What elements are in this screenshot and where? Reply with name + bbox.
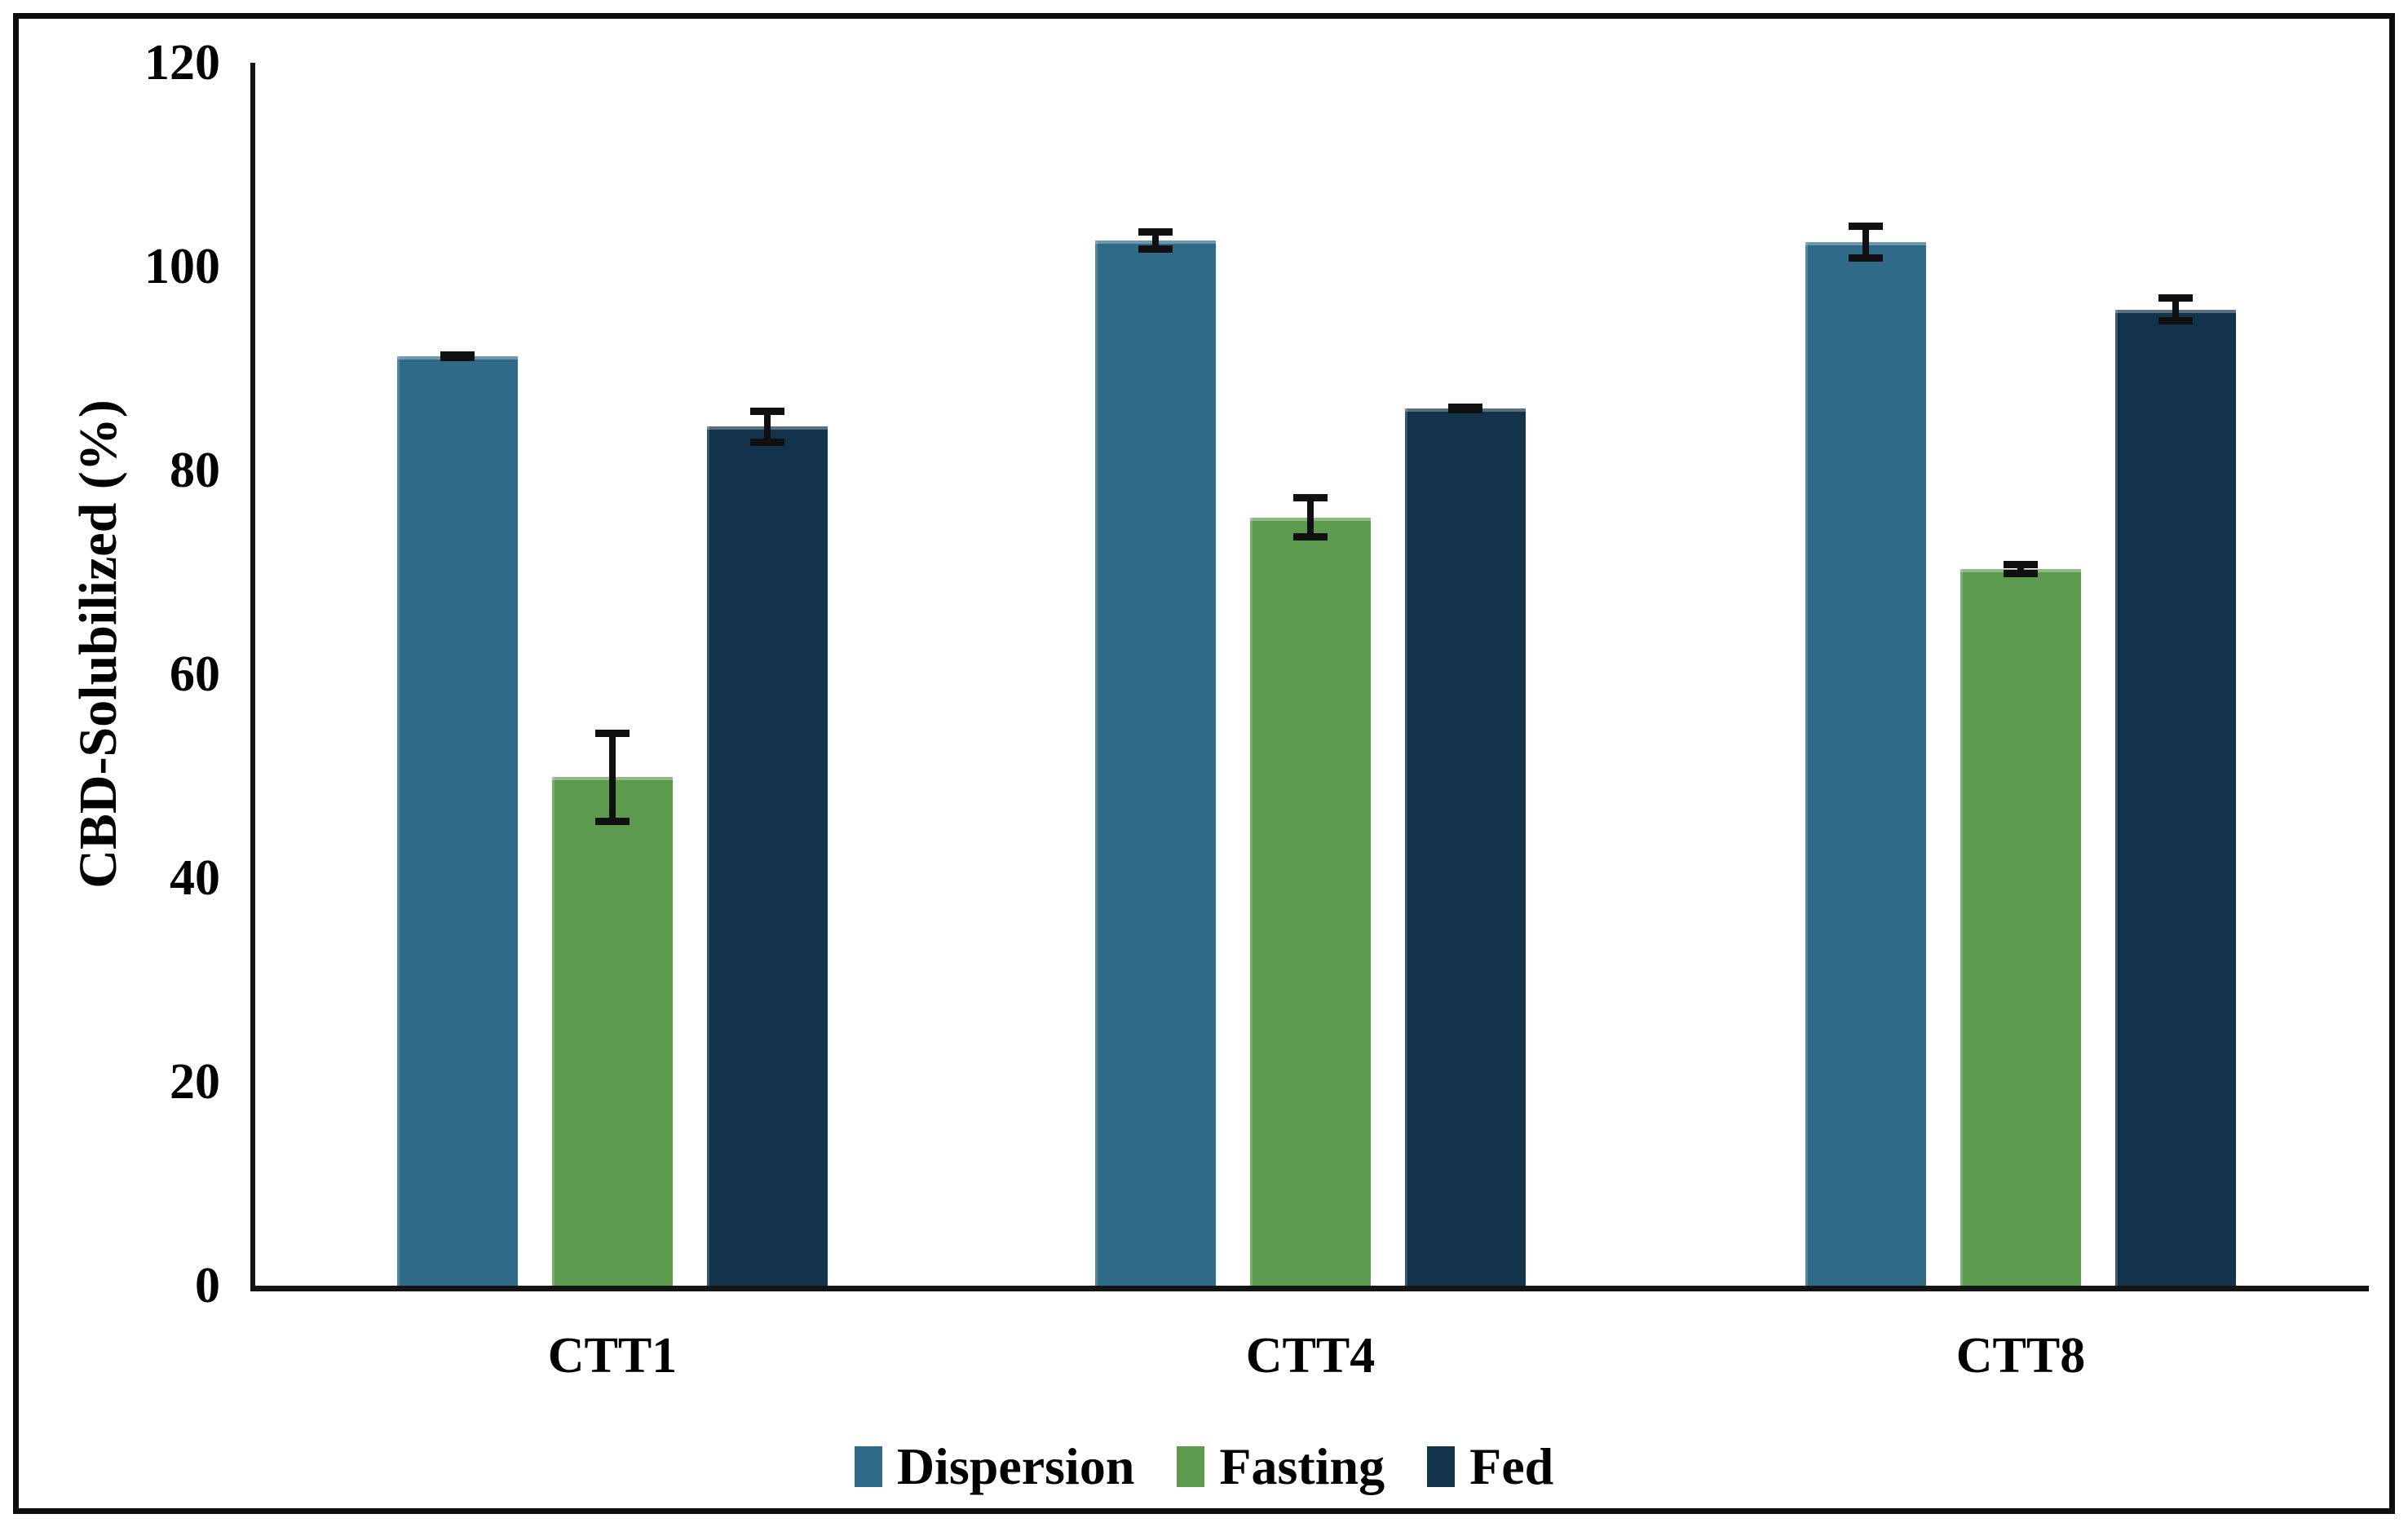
error-bar-cap-bottom <box>595 818 630 825</box>
error-bar-cap-bottom <box>1448 406 1482 413</box>
x-axis-label-ctt8: CTT8 <box>1955 1328 2086 1384</box>
error-bar-fed-ctt1 <box>750 407 784 446</box>
bar-fasting-ctt8 <box>1960 569 2081 1286</box>
error-bar-stem <box>1307 493 1314 541</box>
error-bar-cap-top <box>750 407 784 415</box>
error-bar-stem <box>1862 223 1869 262</box>
figure-border <box>13 13 2395 1514</box>
error-bar-stem <box>764 407 771 446</box>
error-bar-dispersion-ctt8 <box>1849 223 1883 262</box>
legend-item-fasting: Fasting <box>1177 1441 1385 1493</box>
error-bar-cap-top <box>1849 223 1883 231</box>
bar-fasting-ctt4 <box>1250 517 1371 1286</box>
y-axis-tick-label-60: 60 <box>170 647 220 702</box>
legend-swatch-fed <box>1427 1446 1456 1487</box>
error-bar-cap-bottom <box>1138 245 1173 253</box>
error-bar-cap-bottom <box>1849 254 1883 262</box>
legend-item-dispersion: Dispersion <box>854 1437 1135 1495</box>
error-bar-cap-bottom <box>2158 317 2193 325</box>
error-bar-cap-top <box>595 729 630 737</box>
bar-fed-ctt8 <box>2115 309 2236 1286</box>
error-bar-cap-top <box>2158 293 2193 302</box>
legend-swatch-fasting <box>1177 1446 1205 1487</box>
x-axis-line <box>250 1286 2369 1291</box>
error-bar-fed-ctt4 <box>1448 403 1482 413</box>
error-bar-dispersion-ctt4 <box>1138 227 1173 253</box>
error-bar-stem <box>609 729 616 825</box>
x-axis-label-ctt1: CTT1 <box>547 1328 678 1384</box>
error-bar-cap-bottom <box>1293 533 1328 541</box>
legend-label-dispersion: Dispersion <box>896 1437 1135 1495</box>
y-axis-line <box>250 63 255 1291</box>
bar-dispersion-ctt4 <box>1095 240 1216 1286</box>
bar-dispersion-ctt8 <box>1805 242 1926 1286</box>
error-bar-cap-top <box>1138 227 1173 236</box>
error-bar-cap-bottom <box>750 439 784 446</box>
error-bar-fasting-ctt4 <box>1293 493 1328 541</box>
bar-fasting-ctt1 <box>552 777 673 1286</box>
legend-swatch-dispersion <box>854 1446 882 1487</box>
bar-fed-ctt4 <box>1405 408 1526 1286</box>
legend-label-fasting: Fasting <box>1219 1437 1385 1495</box>
y-axis-tick-label-40: 40 <box>170 850 220 906</box>
y-axis-tick-label-80: 80 <box>170 443 220 498</box>
legend-label-fed: Fed <box>1469 1437 1554 1495</box>
error-bar-cap-top <box>1293 493 1328 501</box>
error-bar-dispersion-ctt1 <box>440 351 475 362</box>
error-bar-cap-top <box>2004 561 2038 569</box>
error-bar-fasting-ctt8 <box>2004 561 2038 578</box>
error-bar-fasting-ctt1 <box>595 729 630 825</box>
y-axis-tick-label-0: 0 <box>195 1258 220 1313</box>
x-axis-label-ctt4: CTT4 <box>1245 1328 1376 1384</box>
y-axis-tick-label-20: 20 <box>170 1054 220 1110</box>
bar-dispersion-ctt1 <box>397 356 518 1286</box>
y-axis-tick-label-100: 100 <box>144 239 220 294</box>
error-bar-stem <box>1152 227 1159 253</box>
error-bar-stem <box>2017 561 2024 578</box>
error-bar-cap-bottom <box>440 354 475 362</box>
y-axis-tick-label-120: 120 <box>144 35 220 90</box>
error-bar-stem <box>2172 293 2179 325</box>
legend-item-fed: Fed <box>1427 1441 1553 1493</box>
error-bar-cap-bottom <box>2004 570 2038 578</box>
bar-fed-ctt1 <box>707 426 828 1286</box>
error-bar-fed-ctt8 <box>2158 293 2193 325</box>
legend: Dispersion Fasting Fed <box>0 1438 2408 1495</box>
